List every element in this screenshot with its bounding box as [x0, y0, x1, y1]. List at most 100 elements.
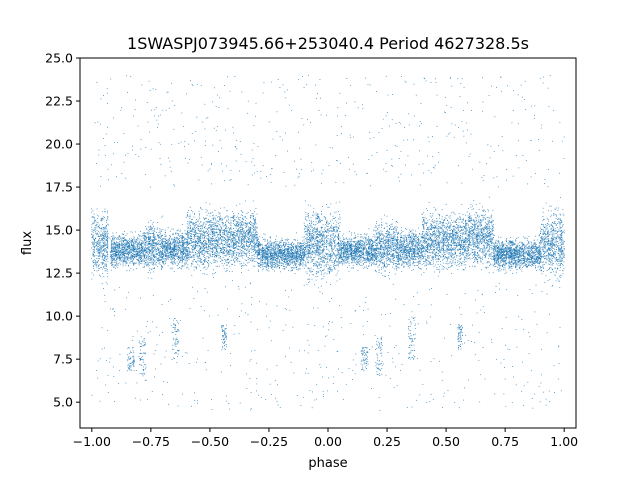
data-point	[137, 250, 139, 252]
data-point	[245, 237, 246, 239]
data-point	[126, 247, 128, 249]
data-point	[247, 239, 249, 240]
data-point	[221, 240, 223, 242]
data-point	[104, 257, 106, 258]
data-point	[195, 242, 197, 244]
data-point	[198, 242, 200, 244]
data-point	[225, 255, 227, 257]
data-point	[246, 235, 248, 237]
data-point	[135, 246, 137, 248]
data-point	[100, 249, 102, 251]
data-point	[268, 255, 270, 257]
data-point	[228, 245, 229, 247]
data-point	[125, 253, 127, 255]
data-point	[195, 230, 197, 232]
data-point	[133, 269, 135, 271]
data-point	[259, 254, 261, 256]
data-point	[285, 264, 287, 265]
data-point	[247, 222, 249, 224]
data-point	[146, 261, 148, 263]
data-point	[201, 228, 203, 230]
data-point	[138, 235, 140, 237]
data-point	[200, 251, 201, 253]
data-point	[278, 243, 280, 244]
data-point	[219, 237, 221, 239]
data-point	[191, 252, 193, 253]
data-point	[180, 254, 182, 256]
data-point	[213, 223, 215, 225]
data-point	[182, 243, 184, 245]
data-point	[142, 252, 144, 254]
data-point	[255, 221, 256, 223]
data-point	[164, 241, 166, 242]
data-point	[98, 226, 99, 228]
data-point	[154, 254, 156, 255]
data-point	[194, 231, 195, 233]
data-point	[168, 254, 170, 256]
data-point	[179, 259, 181, 261]
data-point	[200, 228, 201, 229]
data-point	[251, 237, 253, 239]
data-point	[248, 255, 250, 256]
data-point	[216, 254, 217, 256]
data-point	[229, 229, 230, 231]
data-point	[103, 266, 105, 268]
data-point	[279, 260, 280, 262]
data-point	[215, 225, 217, 226]
data-point	[190, 234, 191, 236]
data-point	[200, 259, 202, 261]
data-point	[131, 238, 132, 240]
data-point	[128, 247, 129, 249]
data-point	[173, 243, 175, 245]
data-point	[104, 248, 106, 250]
data-point	[284, 261, 286, 262]
data-point	[225, 224, 227, 226]
data-point	[130, 254, 132, 255]
data-point	[158, 232, 160, 233]
data-point	[215, 245, 216, 247]
data-point	[189, 227, 191, 229]
data-point	[143, 232, 145, 233]
data-point	[92, 216, 94, 218]
data-point	[147, 249, 149, 251]
data-point	[255, 246, 257, 248]
data-point	[254, 258, 256, 260]
data-point	[116, 244, 117, 246]
data-point	[249, 230, 250, 232]
data-point	[160, 239, 162, 240]
data-point	[232, 280, 233, 282]
data-point	[149, 258, 151, 259]
data-point	[120, 254, 121, 256]
data-point	[129, 247, 131, 249]
data-point	[167, 245, 169, 247]
data-point	[129, 247, 131, 249]
data-point	[163, 247, 165, 249]
data-point	[97, 260, 99, 262]
data-point	[254, 227, 256, 229]
data-point	[199, 237, 201, 239]
data-point	[248, 244, 250, 246]
data-point	[148, 242, 149, 244]
data-point	[141, 258, 142, 260]
data-point	[247, 240, 249, 242]
data-point	[251, 225, 253, 226]
data-point	[206, 242, 208, 244]
data-point	[120, 251, 122, 253]
data-point	[118, 254, 120, 256]
data-point	[261, 262, 263, 264]
data-point	[160, 236, 162, 237]
data-point	[218, 239, 220, 240]
data-point	[231, 210, 233, 212]
data-point	[175, 251, 177, 252]
data-point	[226, 249, 228, 251]
data-point	[243, 223, 245, 225]
data-point	[269, 261, 271, 263]
data-point	[219, 250, 221, 251]
data-point	[274, 261, 275, 263]
data-point	[179, 235, 180, 237]
data-point	[205, 227, 207, 229]
data-point	[138, 251, 140, 252]
data-point	[139, 246, 141, 248]
data-point	[186, 215, 188, 217]
data-point	[93, 213, 95, 215]
